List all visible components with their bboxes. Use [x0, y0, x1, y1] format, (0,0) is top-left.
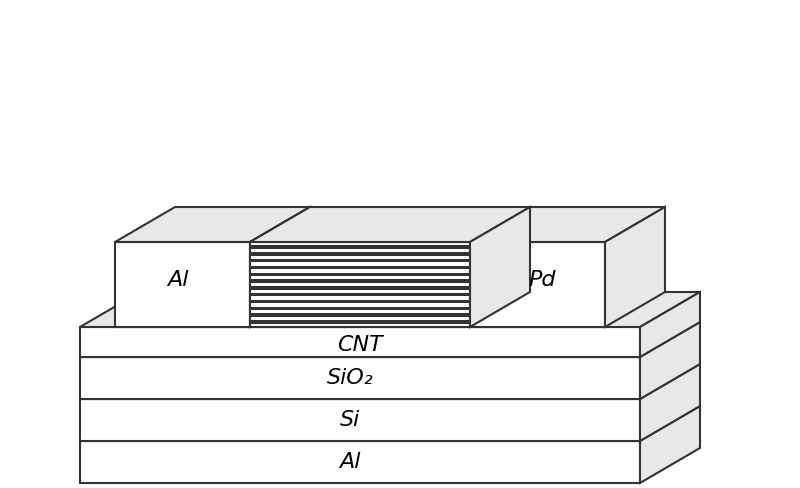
Polygon shape	[80, 441, 640, 483]
Polygon shape	[80, 364, 700, 399]
Polygon shape	[250, 313, 470, 317]
Text: Al: Al	[339, 452, 361, 472]
Polygon shape	[250, 306, 470, 310]
Text: SiO₂: SiO₂	[326, 368, 374, 388]
Polygon shape	[250, 259, 470, 263]
Polygon shape	[80, 292, 700, 327]
Polygon shape	[605, 207, 665, 327]
Polygon shape	[640, 406, 700, 483]
Text: CNT: CNT	[337, 335, 383, 355]
Polygon shape	[115, 242, 250, 327]
Polygon shape	[250, 293, 470, 296]
Polygon shape	[80, 357, 640, 399]
Polygon shape	[250, 300, 470, 303]
Text: Si: Si	[340, 410, 360, 430]
Polygon shape	[470, 207, 530, 327]
Polygon shape	[80, 322, 700, 357]
Polygon shape	[115, 207, 310, 242]
Polygon shape	[250, 273, 470, 276]
Polygon shape	[250, 286, 470, 289]
Polygon shape	[80, 327, 640, 357]
Polygon shape	[80, 399, 640, 441]
Polygon shape	[250, 252, 470, 256]
Polygon shape	[640, 364, 700, 441]
Polygon shape	[640, 292, 700, 357]
Polygon shape	[250, 207, 530, 242]
Polygon shape	[80, 406, 700, 441]
Polygon shape	[250, 266, 470, 269]
Polygon shape	[470, 242, 605, 327]
Polygon shape	[250, 207, 310, 327]
Text: Pd: Pd	[529, 270, 556, 290]
Polygon shape	[250, 280, 470, 283]
Polygon shape	[470, 207, 665, 242]
Polygon shape	[250, 320, 470, 324]
Polygon shape	[250, 245, 470, 249]
Polygon shape	[640, 322, 700, 399]
Text: Al: Al	[167, 270, 188, 290]
Polygon shape	[250, 242, 470, 327]
